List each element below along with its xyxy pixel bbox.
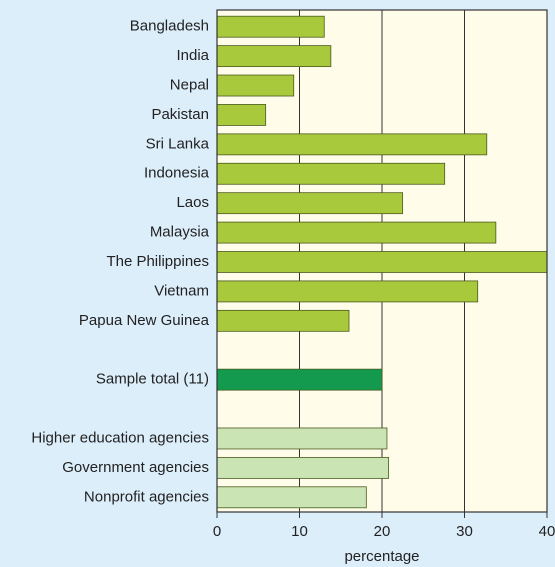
bar <box>216 192 404 215</box>
y-tick-label: Sample total (11) <box>96 371 209 388</box>
bar <box>216 221 497 244</box>
y-tick-label: Nepal <box>170 76 209 93</box>
bar <box>216 133 488 156</box>
x-tick-label: 10 <box>291 523 308 540</box>
y-tick-label: Pakistan <box>151 106 209 123</box>
x-axis-label: percentage <box>344 548 419 565</box>
y-tick-label: India <box>176 47 209 64</box>
y-tick-label: Sri Lanka <box>146 135 210 152</box>
plot-border <box>216 9 548 513</box>
bar <box>216 368 383 391</box>
x-tick-label: 40 <box>539 523 555 540</box>
y-tick-label: Government agencies <box>62 459 209 476</box>
y-tick-label: Bangladesh <box>130 18 209 35</box>
bar <box>216 162 446 185</box>
x-tick-label: 20 <box>374 523 391 540</box>
bar <box>216 427 388 450</box>
y-tick-label: Vietnam <box>154 282 209 299</box>
y-tick-label: Laos <box>176 194 209 211</box>
bar <box>216 309 350 332</box>
y-tick-label: Indonesia <box>144 165 210 182</box>
x-tick-label: 0 <box>213 523 221 540</box>
y-tick-label: Nonprofit agencies <box>84 488 209 505</box>
bar <box>216 486 367 509</box>
bar <box>216 45 332 68</box>
bar <box>216 251 548 273</box>
y-tick-label: Higher education agencies <box>31 429 209 446</box>
bar <box>216 104 267 126</box>
bar <box>216 74 295 97</box>
bar <box>216 280 479 303</box>
y-tick-label: Malaysia <box>150 224 210 241</box>
x-tick-label: 30 <box>456 523 473 540</box>
bar <box>216 15 325 38</box>
y-tick-label: Papua New Guinea <box>79 312 210 329</box>
bar <box>216 456 390 479</box>
y-tick-label: The Philippines <box>106 253 209 270</box>
